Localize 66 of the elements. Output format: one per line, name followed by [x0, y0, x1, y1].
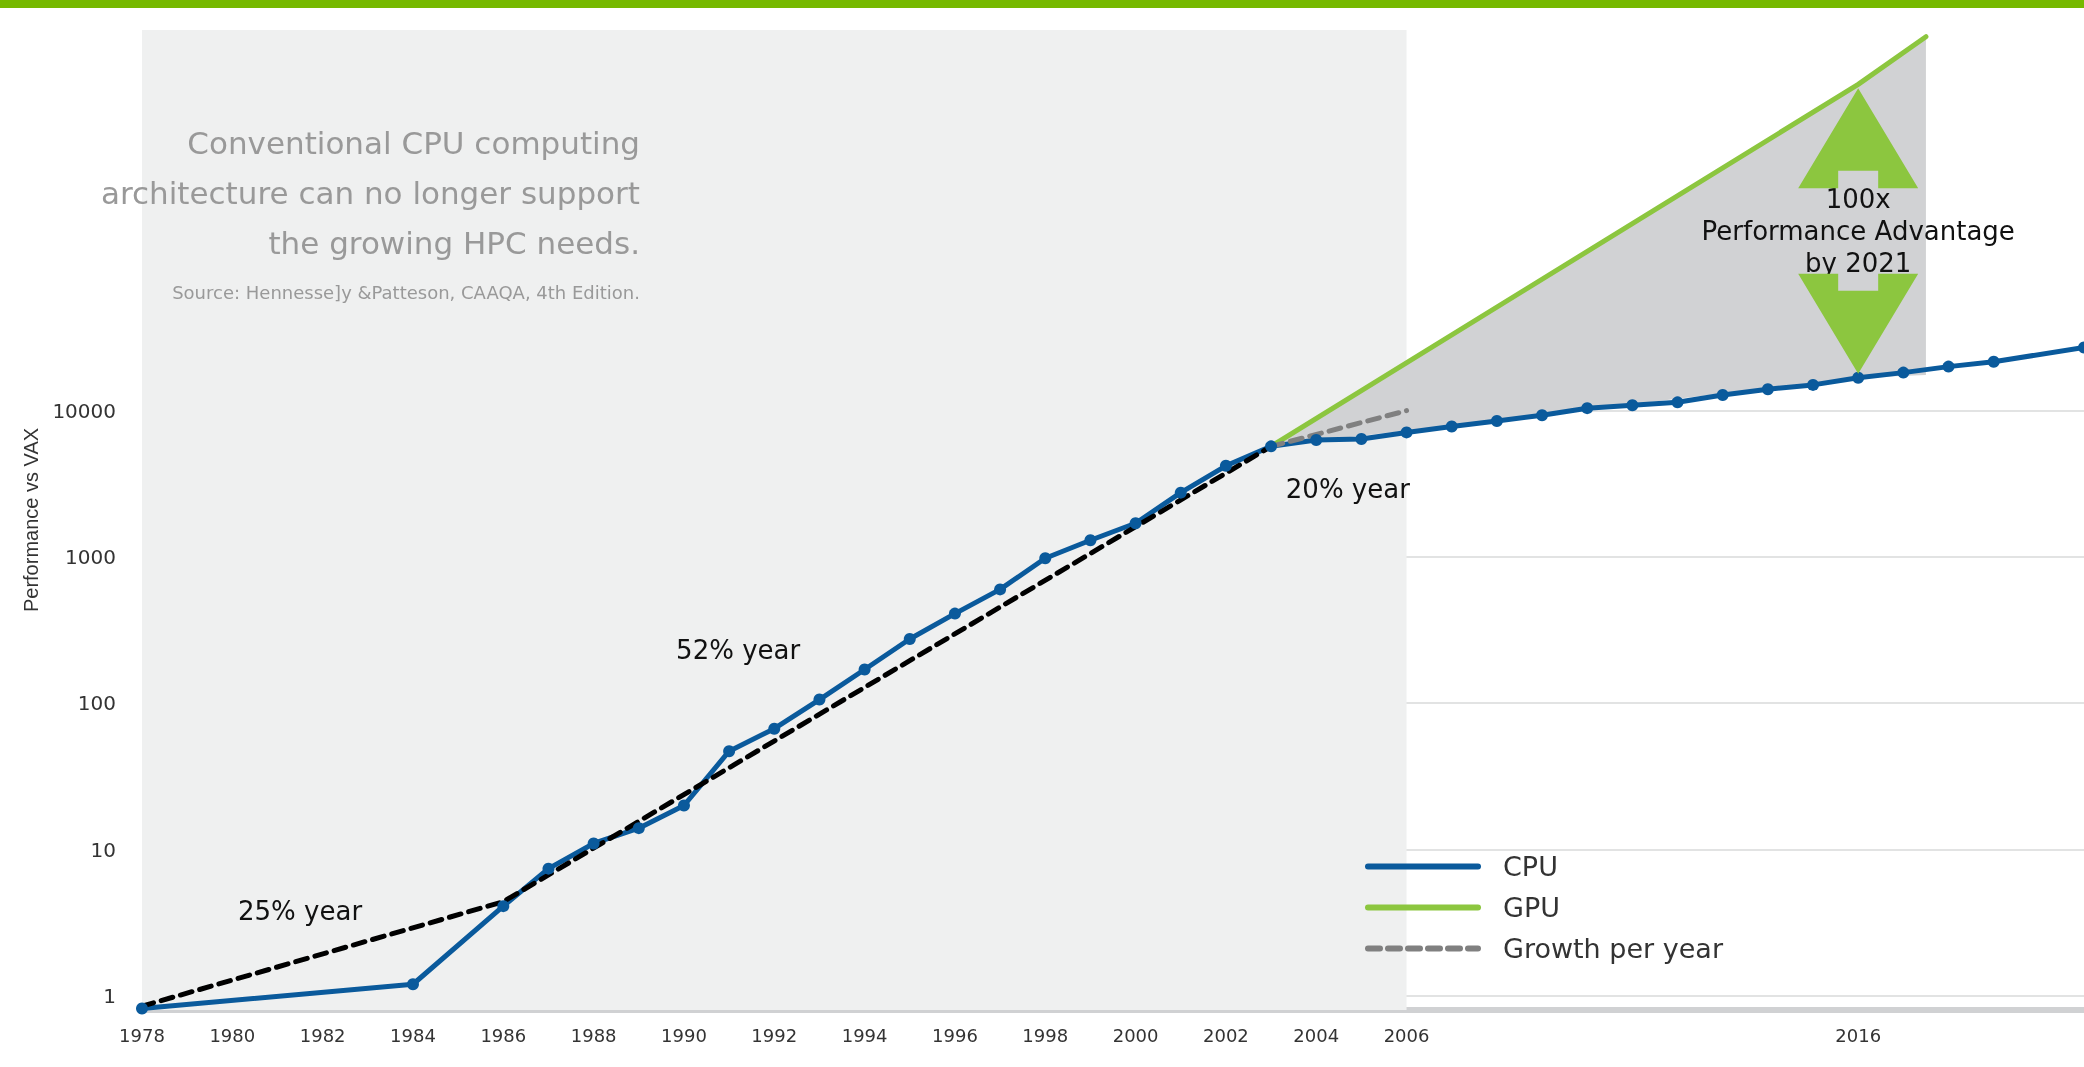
x-tick-label: 1980: [209, 1024, 256, 1046]
annotation: Source: Hennesse]y &Patteson, CAAQA, 4th Edition.: [171, 282, 640, 303]
x-tick-label: 1984: [390, 1024, 436, 1046]
x-tick-label: 2000: [1112, 1024, 1159, 1046]
x-tick-label: 1998: [1022, 1024, 1069, 1046]
point: [903, 632, 916, 645]
point: [677, 799, 690, 812]
y-axis-title: Performance vs VAX: [20, 427, 43, 613]
point: [1987, 355, 2000, 368]
x-tick-label: 1978: [119, 1024, 165, 1046]
point: [948, 607, 961, 620]
y-tick-label: 1: [103, 983, 116, 1008]
point: [1626, 399, 1639, 412]
point: [768, 722, 781, 735]
legend-label: GPU: [1503, 892, 1560, 923]
point: [1084, 534, 1097, 547]
point: [1942, 360, 1955, 373]
x-tick-label: 1990: [661, 1024, 707, 1046]
point: [858, 663, 871, 676]
point: [632, 822, 645, 835]
point: [136, 1002, 148, 1015]
point: [1310, 434, 1323, 447]
point: [1445, 420, 1458, 433]
point: [1897, 366, 1910, 379]
x-tick-label: 2002: [1203, 1024, 1249, 1046]
point: [1355, 433, 1368, 446]
point: [542, 862, 555, 875]
point: [1671, 396, 1684, 409]
annotation: 52% year: [676, 635, 801, 666]
x-tick-label: 1986: [480, 1024, 527, 1046]
legend-label: Growth per year: [1503, 933, 1724, 964]
x-tick-label: 2006: [1383, 1024, 1430, 1046]
point: [1536, 409, 1549, 422]
y-tick-label: 10000: [52, 398, 116, 423]
point: [406, 978, 419, 991]
point: [994, 583, 1007, 596]
x-tick-label: 1988: [570, 1024, 617, 1046]
point: [1265, 440, 1278, 453]
y-tick-label: 1000: [65, 544, 116, 569]
x-tick-label: 1982: [299, 1024, 346, 1046]
point: [1852, 371, 1865, 384]
point: [1039, 552, 1052, 565]
point: [1581, 402, 1594, 415]
point: [1490, 414, 1503, 427]
point: [497, 900, 510, 913]
point: [1174, 486, 1187, 499]
x-tick-label: 1994: [841, 1024, 888, 1046]
point: [1219, 459, 1232, 472]
point: [1807, 378, 1820, 391]
x-tick-label: 1992: [751, 1024, 798, 1046]
point: [813, 693, 826, 706]
point: [1129, 517, 1142, 530]
point: [723, 745, 736, 758]
text: Conventional CPU computing architecture can no longer support the growing HPC needs.: [99, 124, 640, 263]
x-tick-label: 1996: [932, 1024, 978, 1046]
point: [587, 837, 600, 850]
point: [1716, 388, 1729, 401]
annotation: 25% year: [238, 896, 363, 927]
legend-label: CPU: [1503, 851, 1558, 882]
point: [1761, 383, 1774, 396]
point: [1400, 426, 1413, 439]
y-tick-label: 100: [77, 691, 116, 716]
y-tick-label: 10: [90, 837, 116, 862]
x-tick-label: 2016: [1835, 1024, 1882, 1046]
x-tick-label: 2004: [1293, 1024, 1340, 1046]
annotation: 20% year: [1285, 474, 1411, 505]
